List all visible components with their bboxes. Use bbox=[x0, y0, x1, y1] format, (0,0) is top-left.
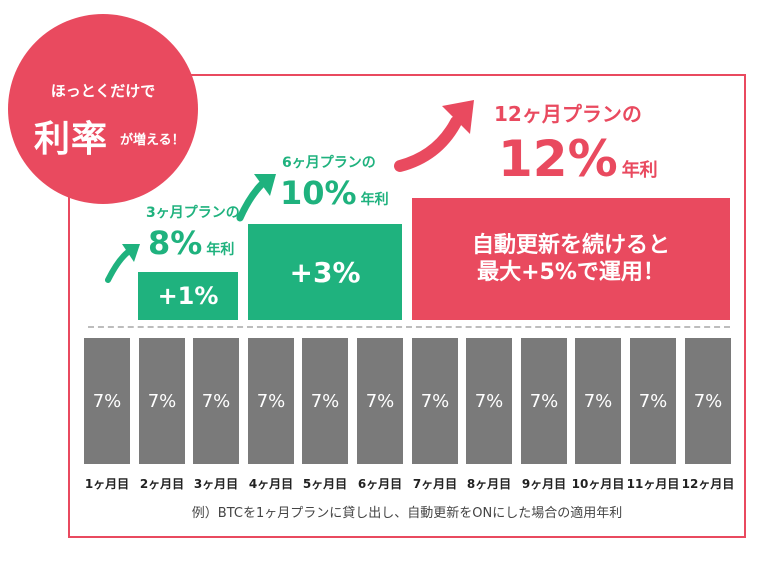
rate-bar: 7% bbox=[630, 338, 676, 464]
plan-12m-rate-unit: 年利 bbox=[621, 160, 658, 181]
month-label: 7ヶ月目 bbox=[412, 477, 458, 491]
month-label: 8ヶ月目 bbox=[466, 477, 512, 491]
plan-12m-label: 12ヶ月プランの bbox=[494, 102, 642, 126]
rate-bar: 7% bbox=[248, 338, 294, 464]
rate-bar: 7% bbox=[685, 338, 731, 464]
arrow-up-right-icon bbox=[105, 244, 140, 283]
month-label: 12ヶ月目 bbox=[681, 477, 735, 491]
rate-bar: 7% bbox=[139, 338, 185, 464]
plan-6m-rate-value: 10% bbox=[280, 174, 357, 212]
plan-12m-box-line2: 最大+5%で運用！ bbox=[477, 260, 665, 285]
plan-6m-rate: 10% 年利 bbox=[280, 174, 389, 212]
badge-line3: が増える！ bbox=[120, 133, 185, 148]
plan-6m-rate-unit: 年利 bbox=[360, 192, 389, 208]
plan-3m-rate-unit: 年利 bbox=[206, 242, 235, 258]
plan-6m-label: 6ヶ月プランの bbox=[282, 155, 376, 171]
month-label: 4ヶ月目 bbox=[248, 477, 294, 491]
rate-bar: 7% bbox=[357, 338, 403, 464]
plan-12m-box-line1: 自動更新を続けると bbox=[471, 232, 670, 258]
divider-dashed bbox=[88, 326, 730, 328]
month-label: 11ヶ月目 bbox=[626, 477, 680, 491]
plan-3m-bonus-box: +1% bbox=[138, 272, 238, 320]
plan-12m-rate-value: 12% bbox=[498, 130, 618, 188]
plan-6m-bonus-box: +3% bbox=[248, 224, 402, 320]
rate-bar: 7% bbox=[302, 338, 348, 464]
month-label: 10ヶ月目 bbox=[571, 477, 625, 491]
rate-bar: 7% bbox=[575, 338, 621, 464]
plan-12m-bonus-box: 自動更新を続けると 最大+5%で運用！ bbox=[412, 198, 730, 320]
rate-bar: 7% bbox=[521, 338, 567, 464]
plan-3m-rate-value: 8% bbox=[148, 224, 203, 262]
month-label: 2ヶ月目 bbox=[139, 477, 185, 491]
badge-line1: ほっとくだけで bbox=[50, 82, 156, 100]
plan-3m-rate: 8% 年利 bbox=[148, 224, 234, 262]
rate-bar: 7% bbox=[412, 338, 458, 464]
month-label: 3ヶ月目 bbox=[193, 477, 239, 491]
badge-line2: 利率 bbox=[34, 119, 109, 160]
footnote: 例）BTCを1ヶ月プランに貸し出し、自動更新をONにした場合の適用年利 bbox=[191, 506, 623, 521]
rate-bar: 7% bbox=[466, 338, 512, 464]
promo-badge: ほっとくだけで 利率 が増える！ bbox=[8, 14, 198, 204]
month-label: 1ヶ月目 bbox=[84, 477, 130, 491]
plan-12m-rate: 12% 年利 bbox=[498, 130, 658, 188]
plan-3m-label: 3ヶ月プランの bbox=[146, 205, 240, 221]
month-label: 9ヶ月目 bbox=[521, 477, 567, 491]
rate-bar: 7% bbox=[193, 338, 239, 464]
arrow-up-right-icon bbox=[236, 174, 276, 222]
arrow-up-right-icon bbox=[394, 100, 474, 172]
rate-bar: 7% bbox=[84, 338, 130, 464]
month-label: 5ヶ月目 bbox=[302, 477, 348, 491]
month-label: 6ヶ月目 bbox=[357, 477, 403, 491]
